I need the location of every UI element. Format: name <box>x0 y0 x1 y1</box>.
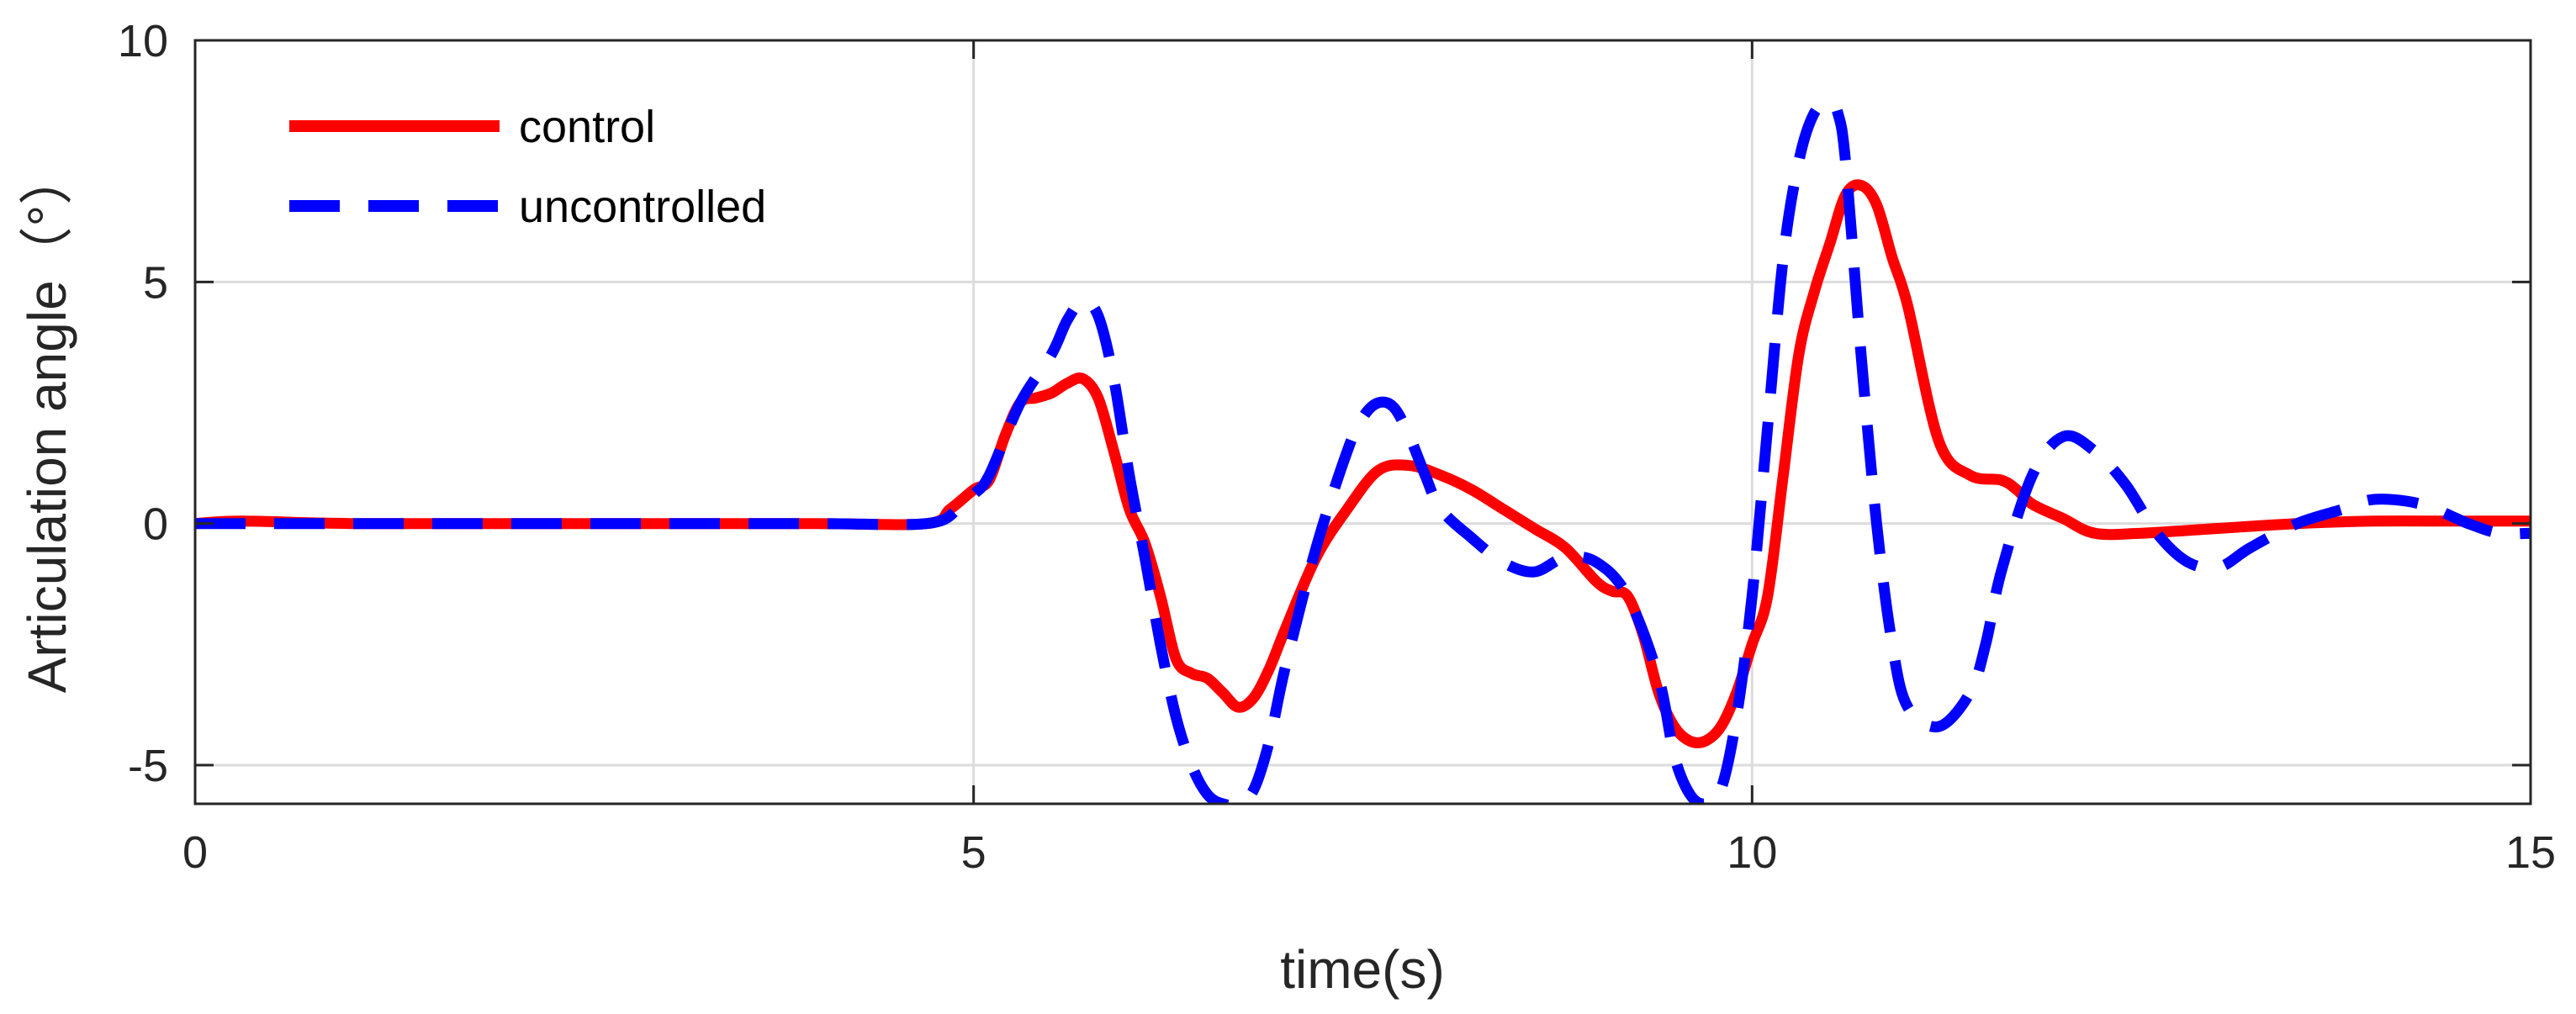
x-tick-label: 15 <box>2505 827 2556 878</box>
legend-label-control: control <box>519 102 655 152</box>
legend: control uncontrolled <box>289 102 766 232</box>
y-tick-label: 10 <box>118 16 168 66</box>
series-line-uncontrolled <box>195 98 2531 804</box>
tick-layer: 0 5 10 15 -5 0 5 10 <box>118 16 2556 878</box>
x-tick-label: 5 <box>961 827 986 878</box>
legend-label-uncontrolled: uncontrolled <box>519 182 766 232</box>
x-axis-title: time(s) <box>1280 939 1445 1000</box>
series-layer <box>195 98 2531 804</box>
axes-frame <box>193 39 2532 805</box>
x-tick-label: 10 <box>1727 827 1777 878</box>
y-tick-label: -5 <box>128 741 168 791</box>
series-line-control <box>195 179 2531 748</box>
x-tick-label: 0 <box>182 827 208 878</box>
y-axis-title: Articulation angle（°） <box>17 151 77 694</box>
y-tick-label: 5 <box>143 257 168 308</box>
y-tick-label: 0 <box>143 499 168 550</box>
